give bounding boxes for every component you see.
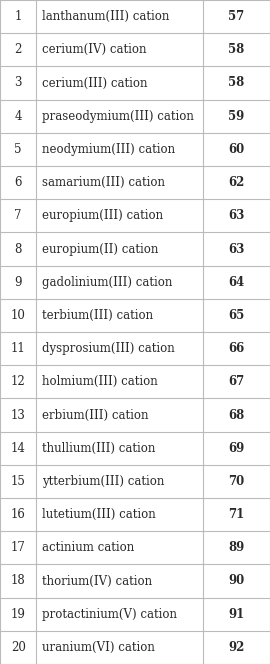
Text: 69: 69 [228, 442, 244, 455]
Text: samarium(III) cation: samarium(III) cation [42, 176, 165, 189]
Text: actinium cation: actinium cation [42, 541, 134, 554]
Text: 13: 13 [11, 408, 26, 422]
Text: 5: 5 [15, 143, 22, 156]
Text: europium(II) cation: europium(II) cation [42, 242, 158, 256]
Text: holmium(III) cation: holmium(III) cation [42, 375, 158, 388]
Text: 15: 15 [11, 475, 26, 488]
Text: 3: 3 [15, 76, 22, 90]
Text: 8: 8 [15, 242, 22, 256]
Text: 1: 1 [15, 10, 22, 23]
Text: protactinium(V) cation: protactinium(V) cation [42, 608, 177, 621]
Text: praseodymium(III) cation: praseodymium(III) cation [42, 110, 194, 123]
Text: 58: 58 [228, 43, 244, 56]
Text: 17: 17 [11, 541, 26, 554]
Text: 14: 14 [11, 442, 26, 455]
Text: cerium(III) cation: cerium(III) cation [42, 76, 147, 90]
Text: 68: 68 [228, 408, 244, 422]
Text: 18: 18 [11, 574, 26, 588]
Text: 16: 16 [11, 508, 26, 521]
Text: 60: 60 [228, 143, 244, 156]
Text: gadolinium(III) cation: gadolinium(III) cation [42, 276, 172, 289]
Text: europium(III) cation: europium(III) cation [42, 209, 163, 222]
Text: neodymium(III) cation: neodymium(III) cation [42, 143, 175, 156]
Text: 12: 12 [11, 375, 26, 388]
Text: cerium(IV) cation: cerium(IV) cation [42, 43, 146, 56]
Text: lutetium(III) cation: lutetium(III) cation [42, 508, 156, 521]
Text: thullium(III) cation: thullium(III) cation [42, 442, 155, 455]
Text: 10: 10 [11, 309, 26, 322]
Text: 58: 58 [228, 76, 244, 90]
Text: uranium(VI) cation: uranium(VI) cation [42, 641, 155, 654]
Text: terbium(III) cation: terbium(III) cation [42, 309, 153, 322]
Text: 62: 62 [228, 176, 244, 189]
Text: 71: 71 [228, 508, 244, 521]
Text: 4: 4 [15, 110, 22, 123]
Text: 91: 91 [228, 608, 244, 621]
Text: lanthanum(III) cation: lanthanum(III) cation [42, 10, 169, 23]
Text: 6: 6 [15, 176, 22, 189]
Text: 19: 19 [11, 608, 26, 621]
Text: erbium(III) cation: erbium(III) cation [42, 408, 148, 422]
Text: 70: 70 [228, 475, 244, 488]
Text: 9: 9 [15, 276, 22, 289]
Text: 64: 64 [228, 276, 244, 289]
Text: 66: 66 [228, 342, 244, 355]
Text: 20: 20 [11, 641, 26, 654]
Text: dysprosium(III) cation: dysprosium(III) cation [42, 342, 175, 355]
Text: 11: 11 [11, 342, 26, 355]
Text: 57: 57 [228, 10, 244, 23]
Text: 92: 92 [228, 641, 244, 654]
Text: 65: 65 [228, 309, 244, 322]
Text: 7: 7 [15, 209, 22, 222]
Text: 63: 63 [228, 209, 244, 222]
Text: 90: 90 [228, 574, 244, 588]
Text: 63: 63 [228, 242, 244, 256]
Text: thorium(IV) cation: thorium(IV) cation [42, 574, 152, 588]
Text: 67: 67 [228, 375, 244, 388]
Text: ytterbium(III) cation: ytterbium(III) cation [42, 475, 164, 488]
Text: 59: 59 [228, 110, 244, 123]
Text: 2: 2 [15, 43, 22, 56]
Text: 89: 89 [228, 541, 244, 554]
